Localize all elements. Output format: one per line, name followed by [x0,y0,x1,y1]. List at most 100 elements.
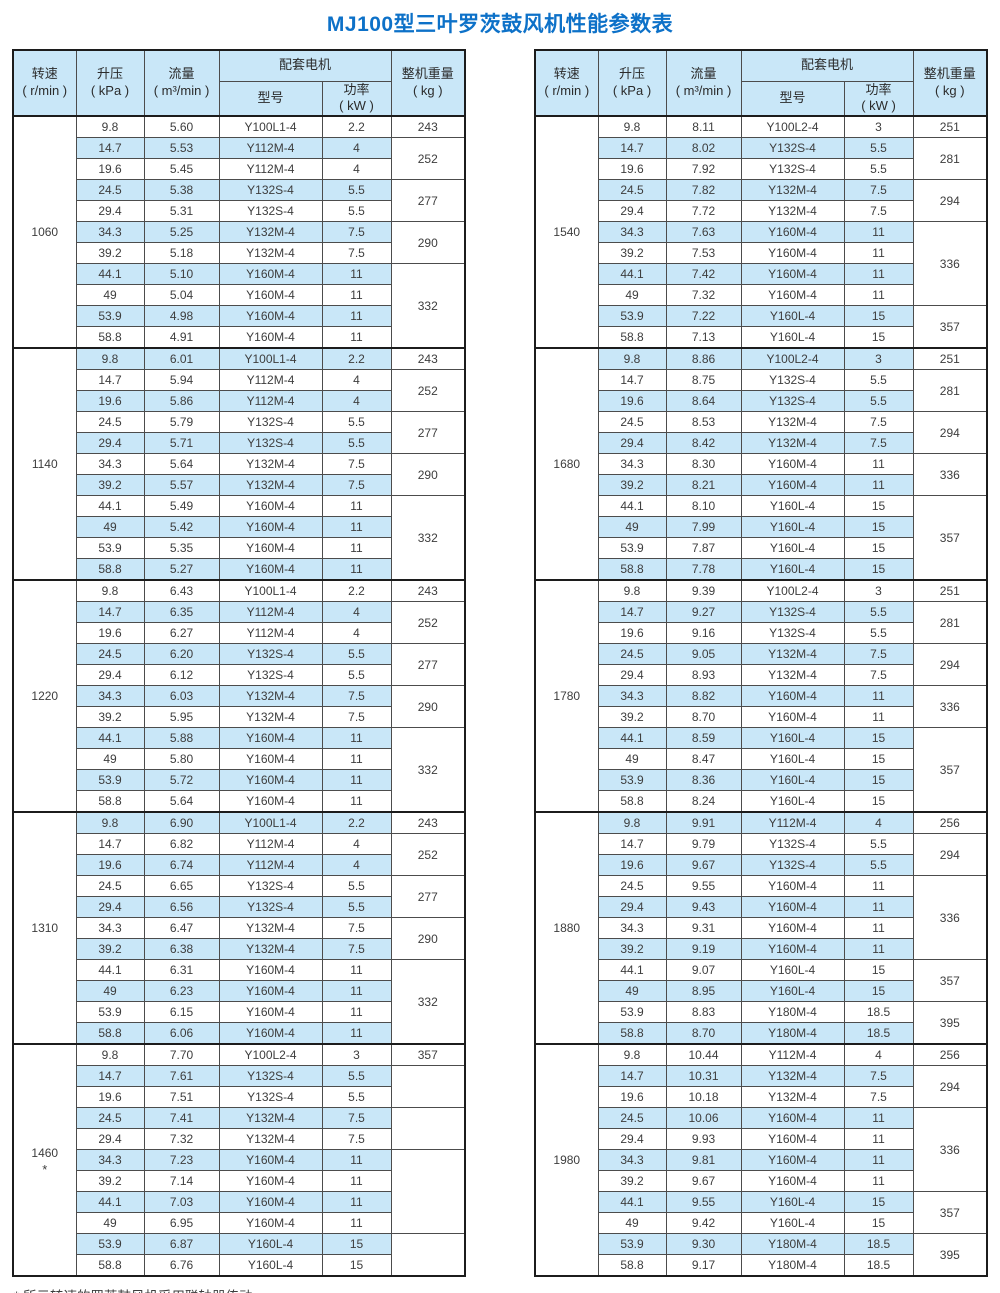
flow-cell: 8.11 [665,115,742,139]
pressure-cell: 49 [75,284,145,307]
flow-cell: 9.55 [665,875,742,898]
motor-power-cell: 15 [843,1191,914,1214]
motor-model-cell: Y132M-4 [740,200,845,223]
motor-power-cell: 15 [843,769,914,792]
weight-cell: 277 [390,411,466,455]
pressure-cell: 9.8 [75,347,145,371]
weight-cell: 277 [390,179,466,223]
flow-cell: 5.86 [143,390,220,413]
motor-model-cell: Y160M-4 [218,727,323,750]
pressure-cell: 9.8 [597,811,667,835]
motor-power-cell: 11 [321,305,392,328]
col-header-model: 型号 [218,80,323,117]
motor-model-cell: Y132S-4 [740,854,845,877]
table-row: 1680 9.8 8.86 Y100L2-4 3 251 [534,347,988,581]
motor-model-cell: Y132S-4 [740,137,845,160]
flow-cell: 8.70 [665,706,742,729]
col-header-flow-label: 流量 [168,66,195,82]
motor-model-cell: Y160M-4 [218,305,323,328]
table-row: 34.3 6.03 Y132M-4 7.5 290 [13,685,466,729]
flow-cell: 7.63 [665,221,742,244]
motor-model-cell: Y180M-4 [740,1254,845,1277]
table-row: 49 6.95 Y160M-4 11 [13,1212,465,1235]
table-row: 24.5 10.06 Y160M-4 11 336 [535,1107,988,1193]
motor-power-cell: 15 [843,305,914,328]
table-row: 39.2 9.67 Y160M-4 11 [535,1170,987,1193]
table-row: 1310 9.8 6.90 Y100L1-4 2.2 243 [12,811,466,1045]
pressure-cell: 34.3 [75,1149,145,1172]
weight-cell: 336 [912,875,988,961]
motor-power-cell: 15 [843,516,914,539]
speed-value: 1220 [31,689,59,704]
flow-cell: 8.83 [665,1001,742,1024]
table-row: 29.4 8.93 Y132M-4 7.5 [535,664,987,687]
pressure-cell: 44.1 [597,263,667,286]
flow-cell: 9.43 [665,896,742,919]
motor-model-cell: Y132S-4 [218,1086,323,1109]
flow-cell: 7.13 [665,326,742,349]
weight-cell: 357 [912,1191,988,1235]
col-header-weight: 整机重量 ( kg ) [390,49,466,117]
speed-cell: 1540 [534,115,599,349]
motor-model-cell: Y160M-4 [218,495,323,518]
pressure-cell: 44.1 [597,1191,667,1214]
table-row: 1460 * 9.8 7.70 Y100L2-4 3 357 [12,1043,466,1277]
col-header-speed-label: 转速 [31,66,58,82]
pressure-cell: 58.8 [75,1254,145,1277]
pressure-cell: 34.3 [75,685,145,708]
table-row: 24.5 9.05 Y132M-4 7.5 294 [535,643,988,687]
weight-cell: 294 [912,1065,988,1109]
weight-cell: 290 [390,453,466,497]
pressure-cell: 39.2 [75,474,145,497]
flow-cell: 8.24 [665,790,742,813]
motor-power-cell: 4 [321,158,392,181]
flow-cell: 7.92 [665,158,742,181]
pressure-cell: 39.2 [597,1170,667,1193]
motor-power-cell: 11 [843,875,914,898]
motor-model-cell: Y160M-4 [218,959,323,982]
motor-power-cell: 7.5 [321,453,392,476]
pressure-cell: 53.9 [75,537,145,560]
motor-power-cell: 2.2 [321,347,392,371]
pressure-cell: 34.3 [597,685,667,708]
flow-cell: 8.21 [665,474,742,497]
flow-cell: 7.53 [665,242,742,265]
table-row: 34.3 7.63 Y160M-4 11 336 [535,221,988,307]
motor-model-cell: Y160M-4 [740,242,845,265]
table-row: 34.3 8.30 Y160M-4 11 336 [535,453,988,497]
pressure-cell: 14.7 [75,137,145,160]
pressure-cell: 29.4 [597,1128,667,1151]
flow-cell: 8.10 [665,495,742,518]
motor-model-cell: Y160M-4 [740,1107,845,1130]
pressure-cell: 24.5 [75,1107,145,1130]
motor-power-cell: 5.5 [321,432,392,455]
pressure-cell: 29.4 [75,200,145,223]
motor-model-cell: Y132M-4 [218,242,323,265]
pressure-cell: 14.7 [75,369,145,392]
motor-power-cell: 11 [321,558,392,581]
flow-cell: 7.51 [143,1086,220,1109]
table-row: 19.6 9.16 Y132S-4 5.5 [535,622,987,645]
flow-cell: 7.22 [665,305,742,328]
motor-power-cell: 11 [843,263,914,286]
table-row: 58.8 8.70 Y180M-4 18.5 [535,1022,987,1045]
performance-table-right: 转速 ( r/min ) 升压 ( kPa ) 流量 ( m³/min ) 配套… [534,49,989,1278]
pressure-cell: 9.8 [597,347,667,371]
motor-power-cell: 15 [843,495,914,518]
motor-model-cell: Y160L-4 [740,980,845,1003]
table-body-right: 1540 9.8 8.11 Y100L2-4 3 251 14.7 8.02 Y132S-4 5.… [534,115,988,1277]
flow-cell: 9.17 [665,1254,742,1277]
motor-power-cell: 5.5 [843,158,914,181]
weight-cell: 281 [912,137,988,181]
weight-cell: 395 [912,1233,988,1277]
weight-cell: 336 [912,685,988,729]
weight-cell [390,1065,466,1109]
pressure-cell: 29.4 [597,432,667,455]
pressure-cell: 9.8 [75,1043,145,1067]
motor-power-cell: 15 [843,1212,914,1235]
motor-model-cell: Y132S-4 [218,664,323,687]
pressure-cell: 34.3 [597,1149,667,1172]
table-row: 49 5.80 Y160M-4 11 [13,748,465,771]
pressure-cell: 19.6 [75,158,145,181]
